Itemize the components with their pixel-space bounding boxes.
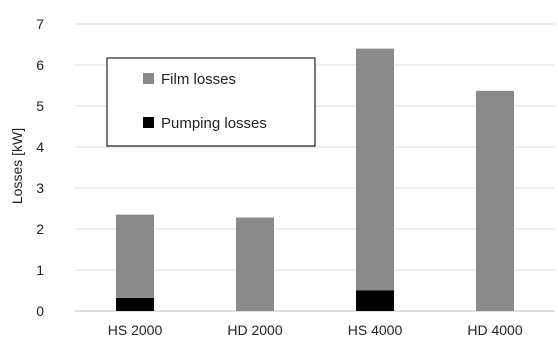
- x-tick-labels: HS 2000 HD 2000 HS 4000 HD 4000: [108, 322, 523, 338]
- bar-pumping-losses-hs-2000: [116, 297, 154, 311]
- legend-swatch-film-losses: [143, 73, 154, 84]
- legend-box: [106, 57, 316, 147]
- bar-film-losses-hd-4000: [476, 90, 514, 311]
- y-tick-label: 7: [36, 16, 44, 32]
- bar-film-losses-hd-2000: [236, 217, 274, 311]
- y-tick-label: 4: [36, 139, 44, 155]
- legend: Film losses Pumping losses: [106, 57, 316, 147]
- y-tick-label: 1: [36, 262, 44, 278]
- x-tick-label: HS 2000: [108, 322, 163, 338]
- x-tick-label: HS 4000: [348, 322, 403, 338]
- y-tick-label: 6: [36, 57, 44, 73]
- y-axis-label: Losses [kW]: [9, 128, 25, 204]
- legend-label-pumping-losses: Pumping losses: [161, 115, 267, 132]
- bar-film-losses-hs-2000: [116, 214, 154, 298]
- bar-pumping-losses-hs-4000: [356, 290, 394, 311]
- bar-film-losses-hs-4000: [356, 48, 394, 291]
- x-tick-label: HD 2000: [227, 322, 282, 338]
- bars: [116, 48, 514, 311]
- y-tick-label: 3: [36, 180, 44, 196]
- legend-label-film-losses: Film losses: [161, 71, 236, 88]
- x-tick-label: HD 4000: [467, 322, 522, 338]
- y-tick-label: 0: [36, 303, 44, 319]
- legend-swatch-pumping-losses: [143, 117, 154, 128]
- y-tick-labels: 0 1 2 3 4 5 6 7: [36, 16, 44, 319]
- y-tick-label: 5: [36, 98, 44, 114]
- y-tick-label: 2: [36, 221, 44, 237]
